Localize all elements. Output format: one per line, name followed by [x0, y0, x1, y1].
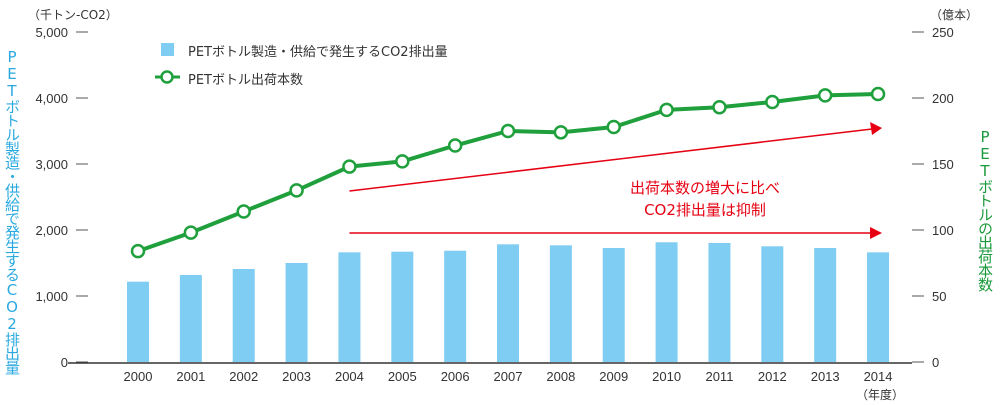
x-tick-label: 2007 — [494, 369, 523, 384]
flat-arrow-head — [870, 227, 883, 239]
x-tick-label: 2011 — [705, 369, 733, 384]
x-tick-label: 2010 — [652, 369, 681, 384]
bar — [761, 246, 784, 362]
line-point — [712, 99, 727, 115]
trend-arrow-line — [349, 128, 873, 192]
left-tick-label: 1,000 — [35, 289, 68, 304]
bar — [497, 244, 520, 362]
right-tick-label: 50 — [932, 289, 946, 304]
x-tick-label: 2006 — [441, 369, 470, 384]
right-axis-unit: （億本） — [930, 8, 979, 22]
bar — [232, 269, 255, 362]
x-tick-label: 2001 — [176, 369, 205, 384]
x-tick-label: 2013 — [811, 369, 840, 384]
right-axis-title: PETボトルの出荷本数 — [976, 128, 994, 291]
left-axis-unit: （千トン-CO2） — [28, 8, 118, 22]
x-tick-label: 2003 — [282, 369, 311, 384]
line-point — [342, 159, 357, 174]
annotation: 出荷本数の増大に比べ CO2排出量は抑制 — [575, 177, 835, 221]
line-point — [817, 88, 833, 103]
legend-line-label: PETボトル出荷本数 — [188, 73, 303, 88]
line-point — [183, 225, 199, 240]
legend-bar-label: PETボトル製造・供給で発生するCO2排出量 — [188, 45, 448, 60]
right-tick-label: 200 — [932, 91, 954, 106]
line-point — [447, 138, 463, 153]
bar — [127, 281, 149, 362]
left-tick-label: 5,000 — [35, 25, 68, 40]
right-tick-label: 250 — [932, 25, 954, 40]
bar — [444, 250, 467, 362]
line-point — [765, 94, 780, 110]
right-tick-label: 0 — [932, 355, 939, 370]
line-point — [553, 125, 569, 140]
legend-line-marker — [160, 70, 174, 84]
line-point — [870, 86, 886, 102]
line-point — [236, 204, 251, 219]
bar — [814, 248, 837, 362]
line-point — [289, 183, 304, 198]
x-tick-label: 2005 — [388, 369, 417, 384]
bar — [285, 263, 308, 362]
x-tick-label: 2000 — [124, 369, 153, 384]
annotation-line1: 出荷本数の増大に比べ — [629, 179, 780, 197]
annotation-line2: CO2排出量は抑制 — [644, 201, 766, 219]
left-axis-title: PETボトル製造・供給で発生するCO2排出量 — [3, 48, 21, 374]
trend-arrow-head — [870, 122, 883, 135]
x-tick-label: 2012 — [758, 369, 787, 384]
bar — [338, 252, 361, 362]
right-tick-label: 100 — [932, 223, 954, 238]
line-point — [500, 123, 516, 139]
line-point — [130, 243, 146, 259]
left-tick-label: 0 — [61, 355, 68, 370]
line-point — [606, 119, 621, 135]
x-axis-label: （年度） — [856, 388, 905, 402]
left-tick-label: 4,000 — [35, 91, 68, 106]
x-tick-label: 2014 — [864, 369, 893, 384]
x-tick-label: 2004 — [335, 369, 364, 384]
right-tick-label: 150 — [932, 157, 954, 172]
bar — [179, 275, 202, 362]
left-tick-label: 2,000 — [35, 223, 68, 238]
bar — [867, 252, 890, 362]
bar — [602, 248, 625, 362]
x-tick-label: 2002 — [229, 369, 258, 384]
x-tick-label: 2008 — [546, 369, 575, 384]
line-point — [659, 102, 674, 118]
bar — [655, 242, 678, 362]
x-tick-label: 2009 — [599, 369, 628, 384]
left-tick-label: 3,000 — [35, 157, 68, 172]
line-point — [395, 154, 410, 169]
legend-bar-swatch — [161, 43, 174, 56]
bar — [708, 243, 731, 362]
bar — [391, 251, 414, 362]
bar — [549, 245, 572, 362]
